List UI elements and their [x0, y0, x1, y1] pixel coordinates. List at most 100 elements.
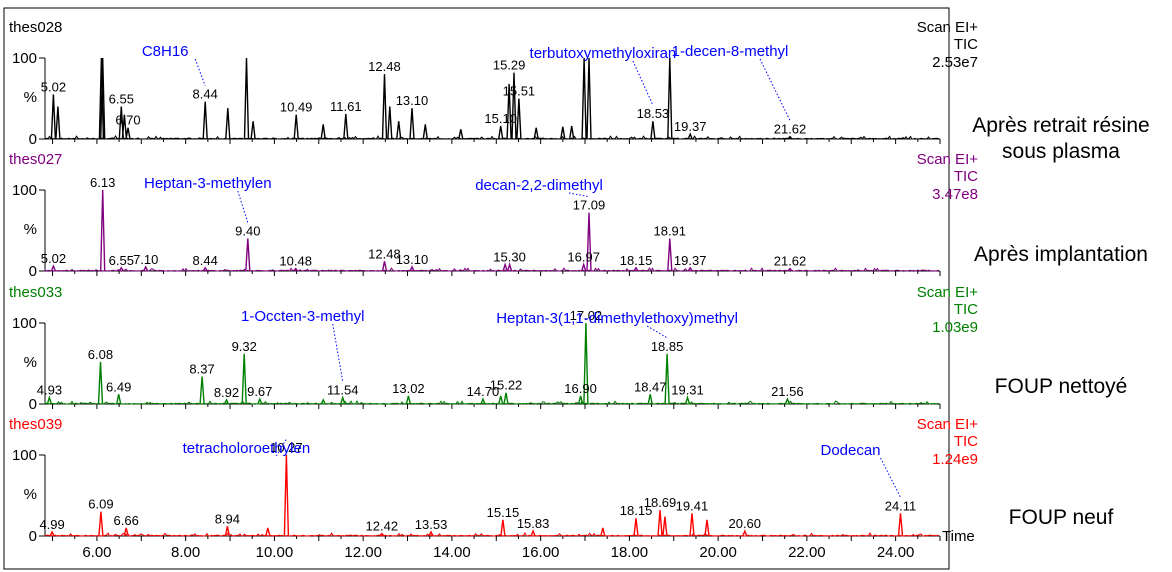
peak — [250, 121, 256, 140]
peak — [396, 121, 402, 140]
peak — [633, 266, 639, 272]
compound-annotation: C8H16 — [142, 43, 189, 60]
peak-label: 18.15 — [620, 253, 653, 268]
peak — [511, 72, 517, 140]
tic-label: TIC — [954, 168, 978, 185]
peak — [787, 267, 793, 272]
y-tick-100: 100 — [12, 447, 37, 464]
peak-label: 9.40 — [235, 224, 260, 239]
sample-description-line: FOUP nettoyé — [994, 375, 1128, 398]
y-tick-100: 100 — [12, 50, 37, 67]
peak — [784, 397, 791, 405]
peak — [49, 530, 55, 537]
peak — [684, 395, 691, 405]
panel-thes028: thes028 100% 0 5.02 6.55 6.70 8.44 10.49 11.61 12… — [9, 19, 978, 148]
peak-label: 14.70 — [467, 384, 500, 399]
annotation-leader — [332, 323, 344, 382]
peak-label: 9.32 — [232, 339, 257, 354]
peak — [225, 108, 231, 140]
peak — [577, 395, 584, 405]
peak-label: 10.49 — [280, 100, 313, 115]
sample-description-line: Après retrait résine — [972, 114, 1150, 137]
peak — [581, 57, 587, 140]
peak — [409, 108, 415, 140]
peak — [283, 454, 290, 537]
peak-label: 5.02 — [41, 79, 66, 94]
peak-label: 15.30 — [493, 250, 526, 265]
peak — [458, 129, 464, 140]
peak-label: 10.27 — [270, 440, 303, 455]
peak-label: 18.85 — [651, 339, 684, 354]
sample-description: Après retrait résine sous plasma — [950, 113, 1172, 165]
scan-mode: Scan EI+ — [917, 151, 979, 168]
compound-annotation: Heptan-3(1,1-dimethylethoxy)methyl — [496, 310, 738, 327]
panel-thes027: thes027 100% 0 6.13 5.02 6.55 7.10 8.44 9.40 10.4… — [9, 151, 978, 280]
y-tick-0: 0 — [29, 263, 37, 280]
peak — [293, 267, 299, 272]
compound-annotation: terbutoxymethyloxiran — [530, 45, 677, 62]
y-tick-0: 0 — [29, 396, 37, 413]
peak-label: 20.60 — [728, 516, 761, 531]
peak — [50, 264, 57, 272]
peak-label: 6.13 — [90, 175, 115, 190]
peak — [664, 353, 670, 405]
y-tick-0: 0 — [29, 131, 37, 148]
peak — [320, 124, 326, 140]
peak-label: 8.94 — [215, 511, 240, 526]
y-unit-label: % — [24, 354, 37, 371]
peak-label: 13.10 — [396, 252, 429, 267]
peak — [125, 127, 131, 140]
annotation-leader — [194, 58, 206, 86]
peak — [650, 121, 656, 140]
peak — [405, 395, 412, 405]
peak — [121, 114, 128, 140]
x-tick-label: 14.00 — [433, 544, 471, 561]
peak — [897, 513, 904, 537]
compound-annotation: 1-Occten-3-methyl — [241, 308, 364, 325]
peak-label: 13.53 — [415, 517, 448, 532]
sample-description: Après implantation — [950, 242, 1172, 268]
peak-label: 18.53 — [637, 106, 670, 121]
peak — [742, 529, 748, 537]
peak-label: 18.15 — [620, 503, 653, 518]
scan-mode: Scan EI+ — [917, 19, 979, 36]
peak — [657, 510, 663, 537]
peak-label: 12.48 — [368, 246, 401, 261]
scan-mode: Scan EI+ — [917, 284, 979, 301]
peak — [533, 127, 539, 140]
peak — [667, 57, 673, 140]
peak — [633, 518, 639, 537]
peak-label: 18.47 — [634, 379, 667, 394]
sample-description-line: FOUP neuf — [1008, 506, 1114, 529]
tic-label: TIC — [954, 433, 978, 450]
peak-label: 19.37 — [674, 253, 707, 268]
peak-label: 4.99 — [39, 517, 64, 532]
peak-label: 17.02 — [570, 308, 603, 323]
peak-label: 24.11 — [885, 498, 917, 513]
peak — [600, 527, 606, 537]
peak — [343, 113, 349, 140]
peak — [687, 132, 693, 140]
peak-label: 12.42 — [366, 519, 399, 534]
peak-label: 8.92 — [214, 385, 239, 400]
peak — [530, 529, 536, 537]
peak — [265, 527, 271, 537]
trace-baseline — [44, 399, 939, 405]
peak-label: 19.31 — [671, 383, 704, 398]
peak-label: 21.56 — [771, 384, 804, 399]
peak-label: 8.44 — [193, 253, 218, 268]
peak — [202, 266, 208, 272]
annotation-leader — [880, 457, 901, 498]
peak — [583, 322, 589, 405]
trace-baseline — [44, 267, 940, 272]
x-tick-label: 24.00 — [877, 544, 915, 561]
panel-name: thes039 — [9, 416, 62, 433]
peak — [202, 101, 208, 140]
panel-thes033: thes033 100% 04.93 6.08 6.49 8.378.92 9.32 9.67… — [9, 284, 978, 413]
peak — [143, 265, 149, 272]
compound-annotation: tetracholoroethylen — [183, 440, 311, 457]
trace-baseline — [44, 135, 940, 140]
peak-label: 17.09 — [573, 198, 606, 213]
peak — [581, 262, 587, 272]
peak-label: 8.37 — [189, 361, 214, 376]
